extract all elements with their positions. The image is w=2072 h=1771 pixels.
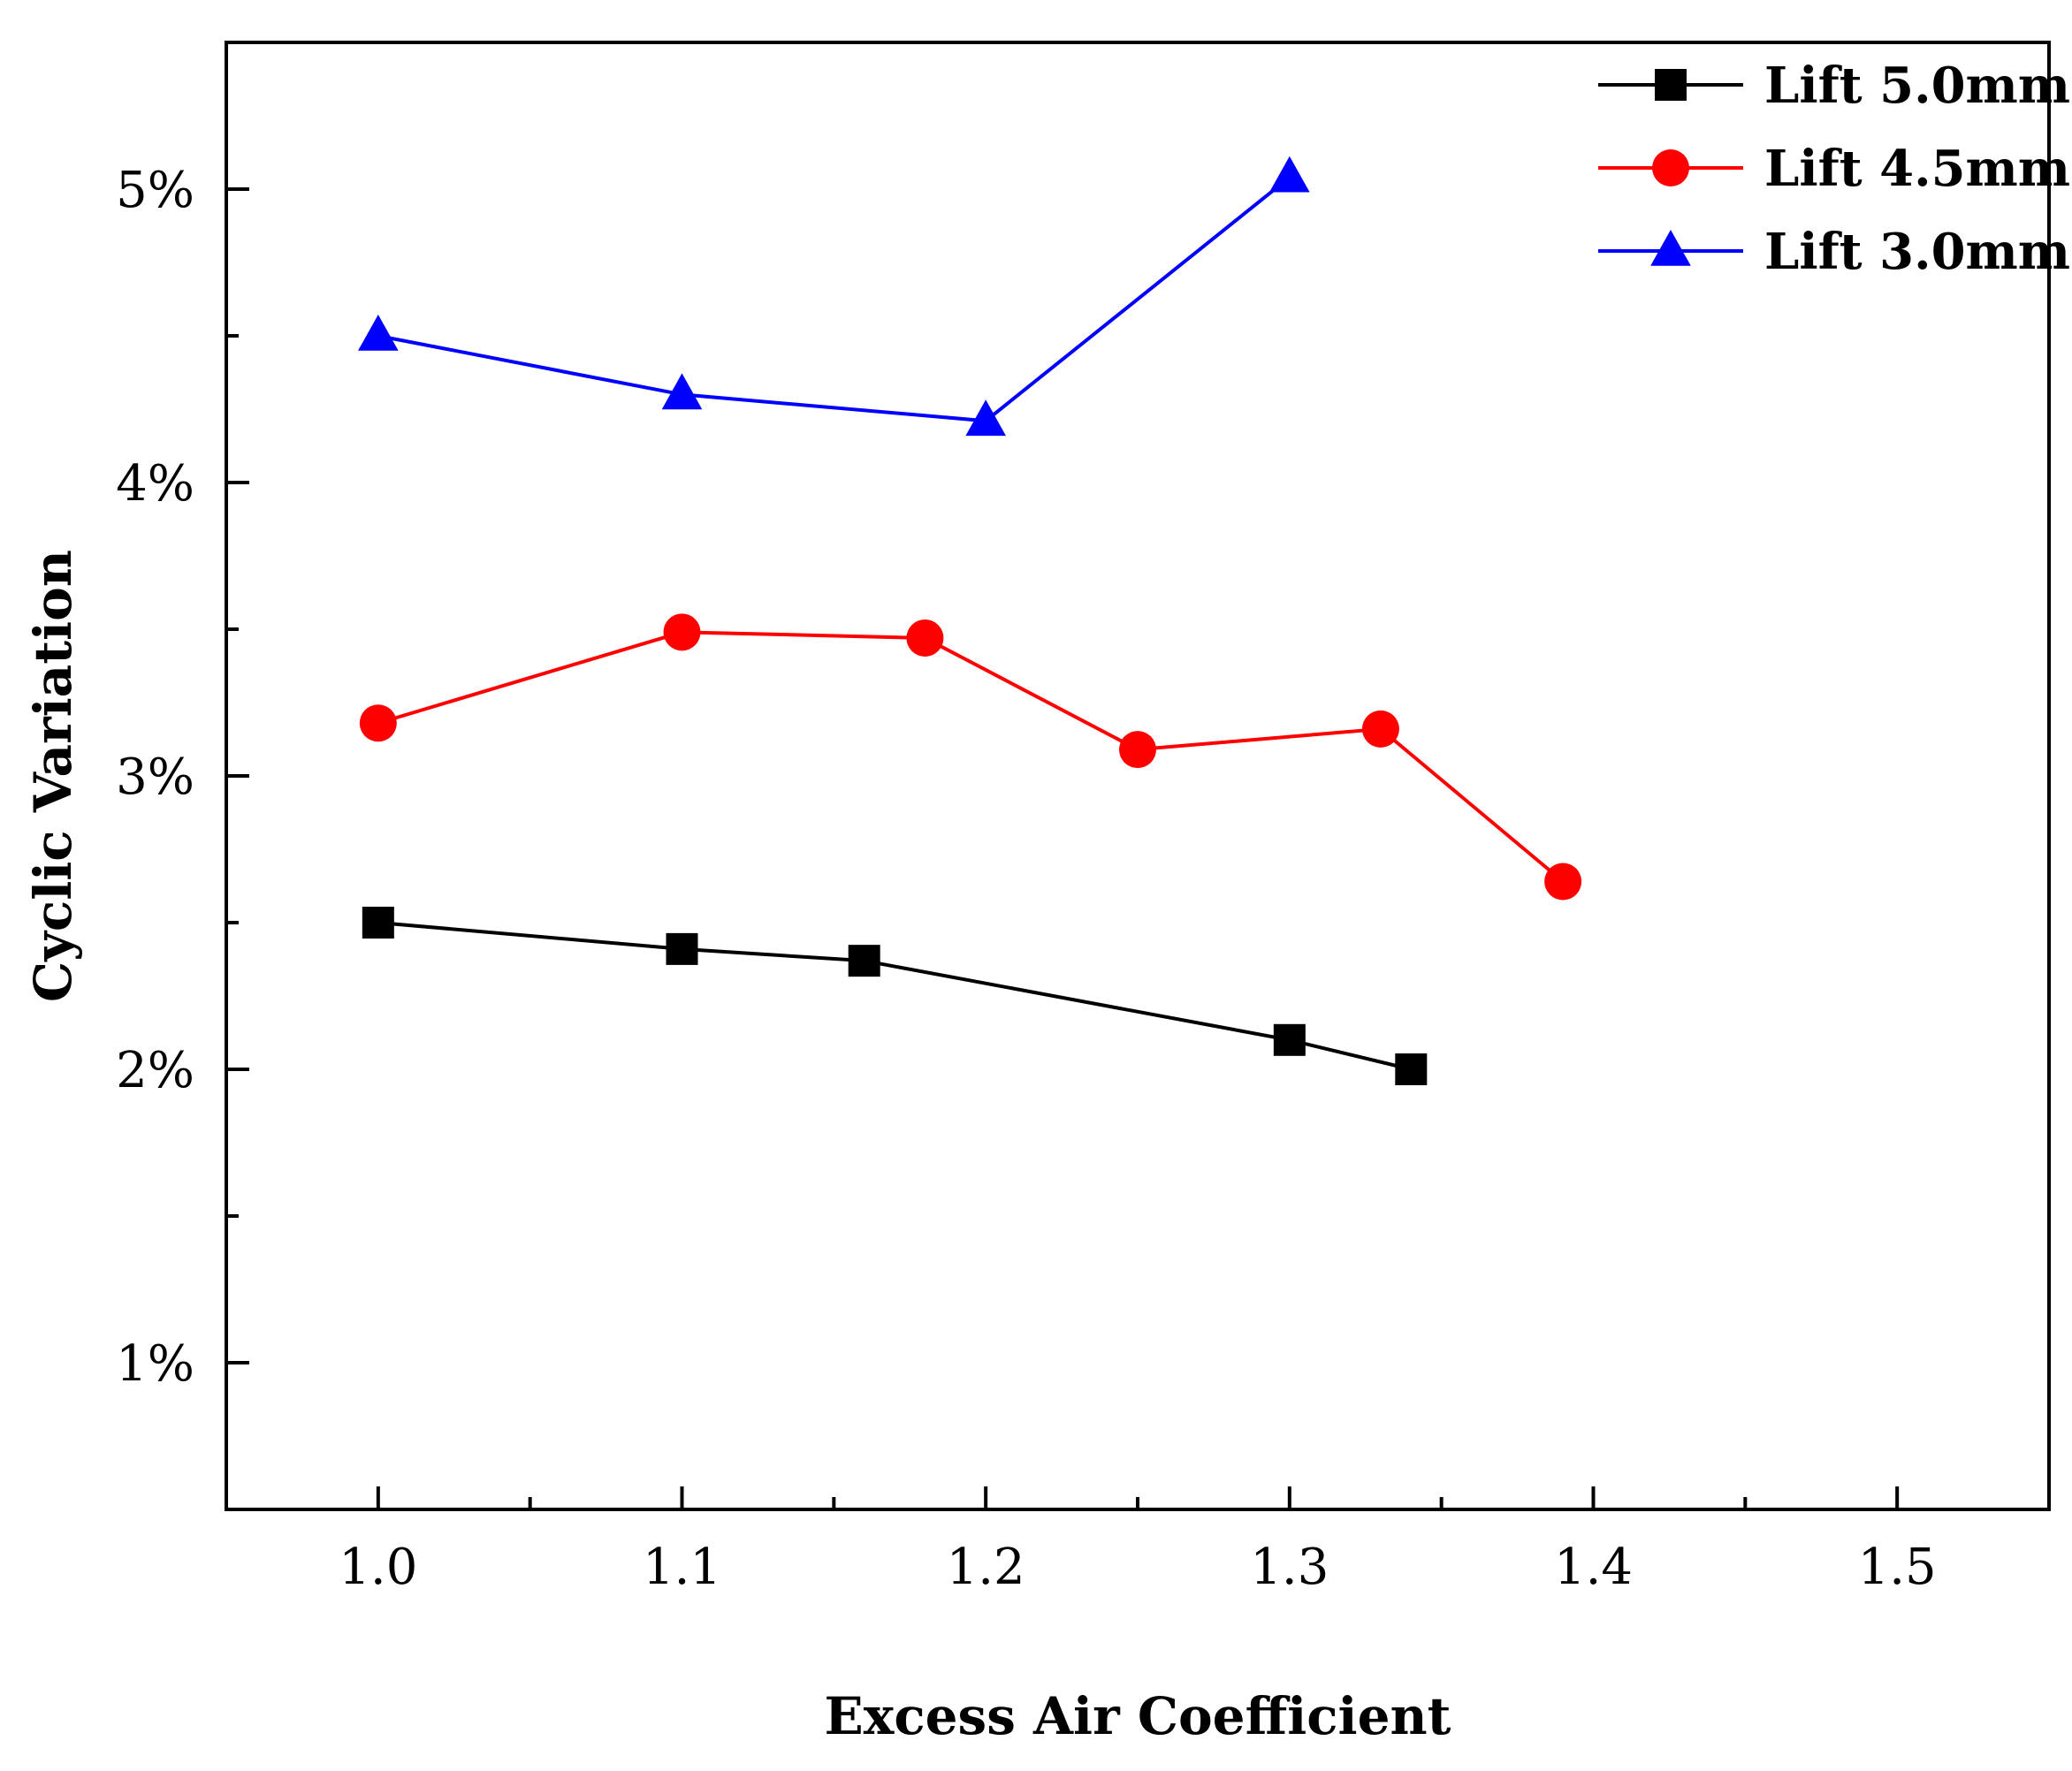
legend-item: Lift 5.0mm <box>1598 57 2070 115</box>
data-point <box>358 315 399 351</box>
y-axis-ticks: 1% 2% 3% 4% 5% <box>116 162 249 1393</box>
y-tick-label: 1% <box>116 1335 194 1393</box>
data-point <box>1361 710 1399 748</box>
data-point <box>1395 1053 1428 1085</box>
y-axis-title: Cyclic Variation <box>23 550 83 1002</box>
legend-marker <box>1650 230 1691 266</box>
legend-marker <box>1655 69 1687 101</box>
series-line <box>377 921 1412 1071</box>
data-point <box>666 932 698 965</box>
x-axis-title: Excess Air Coefficient <box>825 1686 1451 1746</box>
series-1 <box>359 613 1582 901</box>
legend-label: Lift 4.5mm <box>1764 140 2070 198</box>
y-tick-label: 2% <box>116 1042 194 1099</box>
x-tick-label: 1.1 <box>643 1539 721 1596</box>
legend-item: Lift 3.0mm <box>1598 223 2070 281</box>
data-point <box>1273 1023 1306 1056</box>
legend: Lift 5.0mm Lift 4.5mm Lift 3.0mm <box>1598 57 2070 281</box>
series-layer <box>358 156 1582 1085</box>
data-point <box>663 613 701 651</box>
y-tick-label: 4% <box>116 455 194 513</box>
data-point <box>362 907 394 939</box>
data-point <box>1269 156 1310 193</box>
legend-label: Lift 5.0mm <box>1764 57 2070 115</box>
y-tick-label: 5% <box>116 162 194 219</box>
data-point <box>965 399 1006 437</box>
data-point <box>661 373 703 410</box>
series-line <box>377 630 1565 884</box>
x-tick-label: 1.0 <box>339 1539 417 1596</box>
x-tick-label: 1.5 <box>1858 1539 1937 1596</box>
x-tick-label: 1.3 <box>1250 1539 1329 1596</box>
data-point <box>848 945 880 977</box>
data-point <box>359 704 397 742</box>
x-tick-label: 1.2 <box>947 1539 1025 1596</box>
legend-marker <box>1652 149 1689 186</box>
series-0 <box>362 907 1428 1085</box>
data-point <box>1544 863 1582 901</box>
legend-label: Lift 3.0mm <box>1764 223 2070 281</box>
data-point <box>906 619 944 657</box>
series-line <box>377 176 1291 423</box>
series-2 <box>358 156 1310 437</box>
x-tick-label: 1.4 <box>1554 1539 1633 1596</box>
y-tick-label: 3% <box>116 749 194 806</box>
data-point <box>1119 731 1156 769</box>
legend-item: Lift 4.5mm <box>1598 140 2070 198</box>
x-axis-ticks: 1.0 1.1 1.2 1.3 1.4 1.5 <box>339 1486 1937 1596</box>
